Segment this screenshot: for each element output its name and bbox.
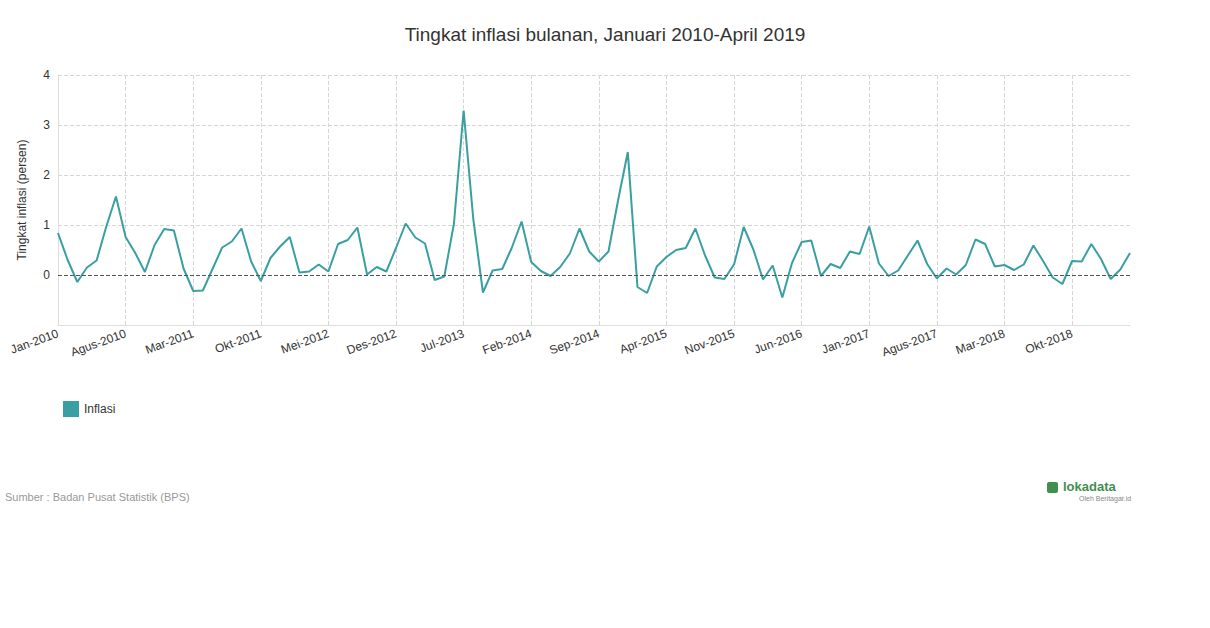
svg-text:4: 4	[43, 68, 50, 82]
svg-text:0: 0	[43, 268, 50, 282]
svg-text:Feb-2014: Feb-2014	[481, 326, 534, 357]
svg-text:Jul-2013: Jul-2013	[418, 326, 466, 355]
svg-text:Inflasi: Inflasi	[84, 402, 115, 416]
svg-text:Jun-2016: Jun-2016	[752, 326, 804, 356]
svg-text:Okt-2018: Okt-2018	[1023, 326, 1074, 356]
svg-text:Mei-2012: Mei-2012	[279, 326, 331, 356]
svg-text:Sumber : Badan Pusat Statistik: Sumber : Badan Pusat Statistik (BPS)	[5, 491, 190, 503]
svg-text:Agus-2010: Agus-2010	[69, 326, 129, 359]
svg-text:3: 3	[43, 118, 50, 132]
svg-text:Agus-2017: Agus-2017	[880, 326, 940, 359]
svg-text:1: 1	[43, 218, 50, 232]
svg-text:Jan-2017: Jan-2017	[820, 326, 872, 356]
svg-text:Apr-2015: Apr-2015	[618, 326, 669, 356]
svg-text:lokadata: lokadata	[1063, 479, 1117, 494]
svg-text:Tingkat inflasi (persen): Tingkat inflasi (persen)	[15, 140, 29, 261]
svg-text:Oleh Beritagar.id: Oleh Beritagar.id	[1079, 495, 1131, 503]
svg-text:Tingkat inflasi bulanan, Janua: Tingkat inflasi bulanan, Januari 2010-Ap…	[405, 24, 806, 45]
svg-text:2: 2	[43, 168, 50, 182]
svg-text:Mar-2011: Mar-2011	[143, 326, 196, 357]
svg-text:Okt-2011: Okt-2011	[213, 326, 264, 356]
svg-text:Jan-2010: Jan-2010	[9, 326, 61, 356]
svg-text:Des-2012: Des-2012	[345, 326, 399, 357]
svg-text:Sep-2014: Sep-2014	[548, 326, 602, 357]
svg-text:Nov-2015: Nov-2015	[683, 326, 737, 357]
svg-text:Mar-2018: Mar-2018	[954, 326, 1007, 357]
